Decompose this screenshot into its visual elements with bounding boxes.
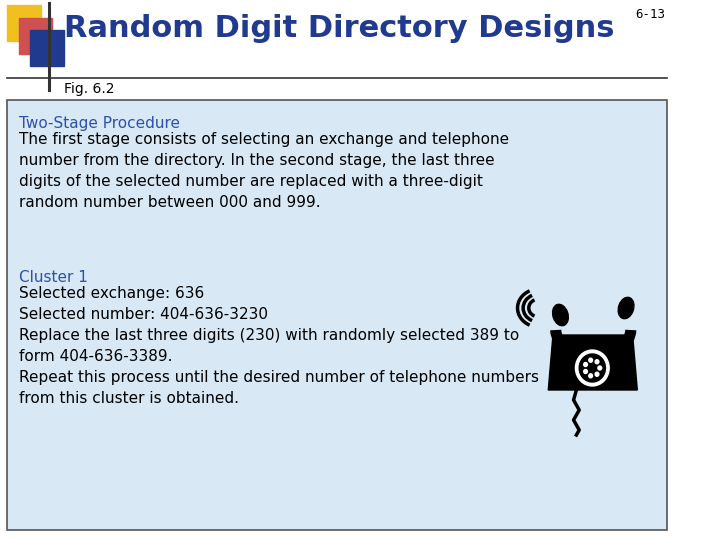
Circle shape bbox=[598, 366, 602, 370]
FancyBboxPatch shape bbox=[7, 100, 667, 530]
Circle shape bbox=[575, 350, 609, 386]
Bar bbox=[19, 18, 53, 54]
Bar bbox=[30, 30, 64, 66]
Text: The first stage consists of selecting an exchange and telephone
number from the : The first stage consists of selecting an… bbox=[19, 132, 509, 210]
Polygon shape bbox=[548, 335, 637, 390]
Circle shape bbox=[595, 372, 599, 376]
Text: Fig. 6.2: Fig. 6.2 bbox=[64, 82, 114, 96]
Text: Two-Stage Procedure: Two-Stage Procedure bbox=[19, 116, 180, 131]
Circle shape bbox=[595, 360, 599, 364]
Bar bbox=[7, 5, 41, 41]
Text: Selected exchange: 636
Selected number: 404-636-3230
Replace the last three digi: Selected exchange: 636 Selected number: … bbox=[19, 286, 539, 406]
Circle shape bbox=[589, 358, 593, 362]
Ellipse shape bbox=[618, 298, 634, 319]
Text: Cluster 1: Cluster 1 bbox=[19, 270, 88, 285]
Ellipse shape bbox=[552, 305, 568, 326]
Circle shape bbox=[579, 354, 606, 382]
Text: Random Digit Directory Designs: Random Digit Directory Designs bbox=[64, 14, 614, 43]
Text: 6-13: 6-13 bbox=[636, 8, 665, 21]
Circle shape bbox=[584, 369, 588, 374]
Circle shape bbox=[589, 374, 593, 378]
Circle shape bbox=[584, 362, 588, 367]
